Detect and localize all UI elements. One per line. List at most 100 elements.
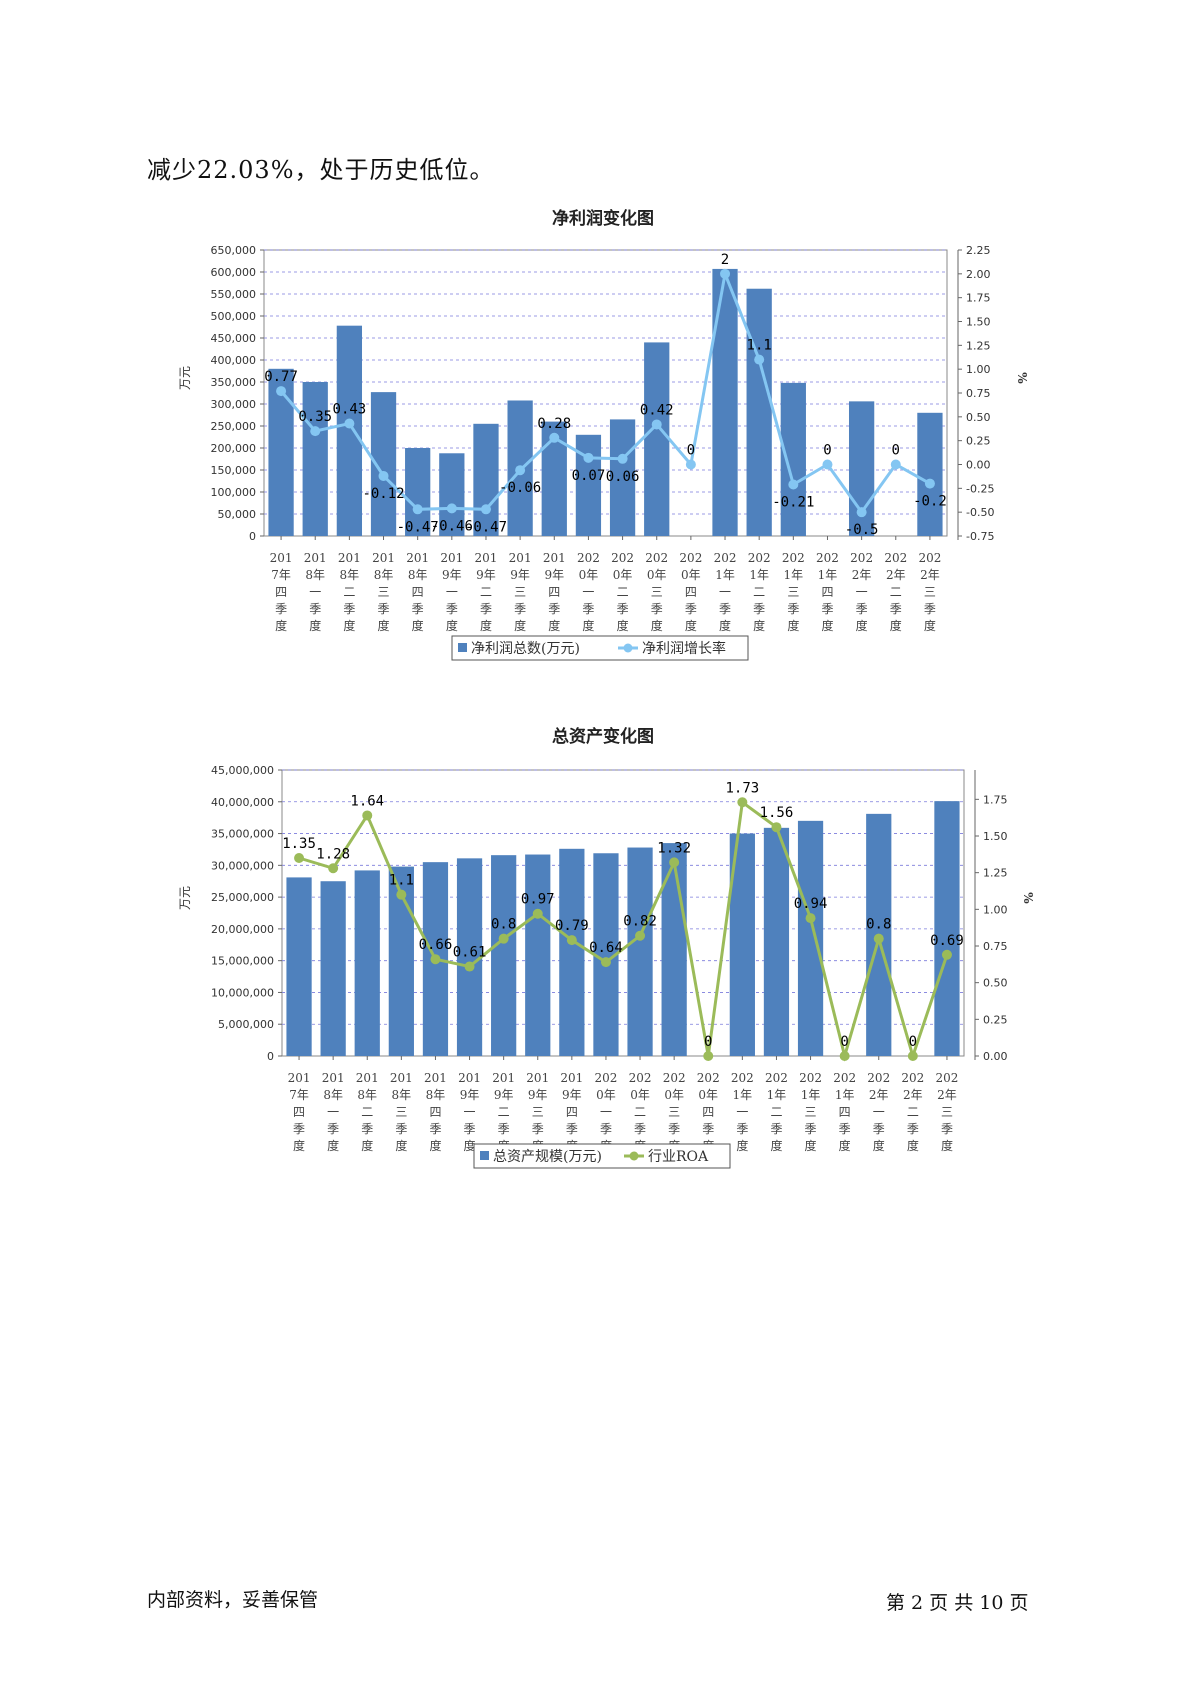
line-point	[396, 889, 407, 900]
line-point	[771, 822, 782, 833]
x-tick-label: 202 1年三季度	[782, 551, 805, 633]
x-tick-label: 201 8年四季度	[406, 551, 429, 633]
bar	[268, 368, 294, 536]
bar	[525, 854, 551, 1056]
x-tick-label: 201 7年四季度	[270, 551, 293, 633]
line-point	[720, 268, 731, 279]
line-point	[532, 908, 543, 919]
data-label: 1.32	[657, 840, 691, 856]
y-tick-label: 30,000,000	[211, 859, 274, 872]
y2-tick-label: 1.00	[966, 363, 991, 376]
y2-tick-label: 0.75	[983, 940, 1008, 953]
y-tick-label: 200,000	[211, 442, 257, 455]
y2-tick-label: -0.50	[966, 506, 994, 519]
total-assets-chart: 总资产变化图 45,000,000 40,000,000 35,000,000 30,0…	[178, 726, 1035, 1169]
line-point	[515, 465, 526, 476]
data-label: 0.35	[298, 409, 332, 425]
y-tick-label: 100,000	[211, 486, 257, 499]
bar	[336, 325, 363, 536]
data-label: 1.56	[760, 805, 794, 821]
line-point	[566, 935, 577, 946]
line-point	[617, 453, 628, 464]
data-label: -0.06	[499, 480, 541, 496]
data-label: -0.21	[772, 495, 814, 511]
line-point	[805, 913, 816, 924]
data-label: -0.12	[362, 486, 404, 502]
line-point	[412, 504, 423, 515]
line-point	[890, 459, 901, 470]
data-label: 0.07	[572, 468, 606, 484]
lead-paragraph: 减少22.03%，处于历史低位。	[147, 156, 495, 184]
line-point	[498, 933, 509, 944]
y-axis-unit: 万元	[178, 366, 192, 390]
bar	[644, 342, 670, 536]
y2-axis-unit: %	[1015, 372, 1029, 384]
bar	[354, 870, 380, 1056]
line-point	[310, 426, 321, 437]
x-tick-label: 202 1年二季度	[765, 1071, 788, 1153]
x-tick-label: 202 1年二季度	[748, 551, 771, 633]
x-tick-label: 201 8年三季度	[390, 1071, 413, 1153]
x-tick-label: 202 1年一季度	[714, 551, 737, 633]
line-point	[788, 479, 799, 490]
data-label: -0.47	[465, 519, 507, 535]
data-label: 0	[823, 443, 831, 459]
legend-line-marker	[623, 643, 633, 653]
y-tick-label: 600,000	[211, 266, 257, 279]
y-tick-label: 15,000,000	[211, 955, 274, 968]
x-tick-label: 202 2年三季度	[935, 1071, 958, 1153]
y-tick-label: 400,000	[211, 354, 257, 367]
legend-line-label: 净利润增长率	[642, 640, 726, 657]
y2-tick-label: 1.00	[983, 903, 1008, 916]
y-tick-label: 300,000	[211, 398, 257, 411]
x-tick-label: 202 2年二季度	[901, 1071, 924, 1153]
line-point	[822, 459, 833, 470]
x-tick-label: 201 8年二季度	[356, 1071, 379, 1153]
line-point	[703, 1051, 714, 1061]
line-point	[362, 810, 373, 821]
bar	[286, 877, 312, 1056]
line-point	[907, 1051, 918, 1061]
bar	[456, 858, 483, 1056]
bar	[405, 448, 431, 536]
y-tick-label: 10,000,000	[211, 986, 274, 999]
y-tick-label: 350,000	[211, 376, 257, 389]
bar	[575, 434, 602, 536]
line-point	[856, 507, 867, 518]
data-label: 1.1	[389, 873, 414, 889]
data-label: 2	[721, 252, 729, 268]
bar	[763, 827, 790, 1056]
line-point	[378, 470, 389, 481]
y-tick-label: 250,000	[211, 420, 257, 433]
y2-tick-label: 1.25	[983, 867, 1008, 880]
y2-tick-label: 0.50	[983, 977, 1008, 990]
y-tick-label: 450,000	[211, 332, 257, 345]
line-point	[446, 503, 457, 514]
line-point	[430, 954, 441, 965]
bar	[302, 382, 328, 536]
x-tick-label: 201 7年四季度	[288, 1071, 311, 1153]
line-point	[328, 863, 339, 874]
data-label: 0.61	[453, 945, 487, 961]
line-point	[737, 797, 748, 808]
y2-axis-unit: %	[1021, 892, 1035, 904]
legend-box	[473, 1143, 731, 1169]
bar	[917, 412, 943, 536]
data-label: -0.46	[431, 518, 473, 534]
series-line	[298, 799, 949, 1062]
y-tick-label: 5,000,000	[218, 1018, 274, 1031]
data-label: -0.2	[913, 494, 947, 510]
y-tick-label: 550,000	[211, 288, 257, 301]
data-label: 1.1	[747, 338, 772, 354]
x-tick-label: 202 1年一季度	[731, 1071, 754, 1153]
x-tick-label: 201 8年二季度	[338, 551, 361, 633]
x-tick-label: 202 2年二季度	[884, 551, 907, 633]
